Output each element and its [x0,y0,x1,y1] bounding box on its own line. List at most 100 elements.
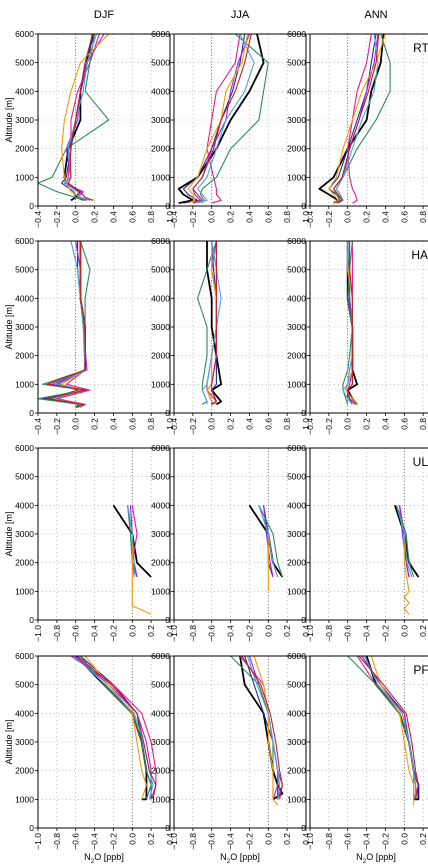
y-tick-label: 3000 [287,737,306,747]
x-tick-label: −0.6 [71,833,81,850]
x-tick-label: 0.8 [282,418,292,430]
profile-line-6 [253,656,279,806]
profiles [112,504,152,615]
x-tick-label: 0.0 [207,211,217,223]
column-title-djf: DJF [94,9,114,21]
y-tick-label: 6000 [287,236,306,246]
y-tick-label: 1000 [287,586,306,596]
y-axis-title: Altitude [m] [4,511,14,556]
y-tick-label: 6000 [15,29,34,39]
x-tick-label: 0.2 [418,625,428,637]
y-tick-label: 4000 [15,708,34,718]
x-tick-label: −1.0 [33,625,43,642]
x-tick-label: 0.4 [108,211,118,223]
x-tick-label: 0.4 [301,625,311,637]
y-tick-label: 6000 [15,651,34,661]
x-tick-label: 0.0 [71,211,81,223]
y-tick-label: 3000 [15,529,34,539]
profiles [342,241,359,405]
y-tick-label: 4000 [151,86,170,96]
x-tick-label: −0.2 [108,625,118,642]
y-tick-label: 4000 [287,708,306,718]
y-tick-label: 6000 [151,443,170,453]
profile-line-6 [403,534,410,615]
y-tick-label: 0 [29,823,34,833]
x-tick-label: 0.2 [418,833,428,845]
profiles [230,656,284,806]
y-tick-label: 0 [165,615,170,625]
y-tick-label: 0 [29,408,34,418]
x-tick-label: −0.6 [207,625,217,642]
site-label: RTA [413,41,428,55]
profile-line-2 [182,34,246,204]
y-tick-label: 5000 [15,265,34,275]
profile-line-8 [192,34,252,204]
y-tick-label: 5000 [15,472,34,482]
profile-line-5 [258,505,283,578]
profile-line-7 [396,505,413,578]
panel-haa-djf: 0 1000 2000 3000 4000 5000 6000 −0.4 −0.2 0.0 0.2 0… [4,236,175,435]
profile-line-7 [335,34,379,204]
x-tick-label: 0.0 [263,625,273,637]
y-tick-label: 4000 [287,86,306,96]
x-tick-label: 0.0 [263,833,273,845]
x-tick-label: 1.0 [165,211,175,223]
panel-ulb-jja: 0 1000 2000 3000 4000 5000 6000 −1.0 −0.8 −0.6 −0.… [151,443,311,642]
x-tick-label: 0.2 [146,625,156,637]
x-tick-label: 0.4 [165,625,175,637]
x-tick-label: −0.6 [71,625,81,642]
plot-area [174,448,306,620]
profile-line-6 [131,534,152,615]
panel-rta-ann: 0 1000 2000 3000 4000 5000 6000 −0.4 −0.2 0.0 0.2 0… [287,29,428,228]
y-tick-label: 2000 [151,558,170,568]
y-axis-title: Altitude [m] [4,304,14,349]
y-tick-label: 6000 [15,236,34,246]
profile-line-6 [84,656,147,800]
x-tick-label: 0.4 [380,418,390,430]
site-label: PFA [413,663,428,677]
x-tick-label: −0.2 [108,833,118,850]
y-tick-label: 2000 [151,351,170,361]
panel-ulb-djf: 0 1000 2000 3000 4000 5000 6000 −1.0 −0.8 −0.6 −0.… [4,443,175,642]
profiles [394,505,420,615]
y-tick-label: 6000 [151,651,170,661]
y-tick-label: 0 [301,823,306,833]
profile-line-6 [61,34,110,201]
y-tick-label: 2000 [287,558,306,568]
y-tick-label: 6000 [151,29,170,39]
x-tick-label: −0.4 [90,625,100,642]
y-axis-title: Altitude [m] [4,97,14,142]
y-tick-label: 3000 [287,529,306,539]
x-tick-label: 0.8 [418,418,428,430]
x-tick-label: 0.6 [127,211,137,223]
y-tick-label: 4000 [15,500,34,510]
y-tick-label: 3000 [287,322,306,332]
x-tick-label: 0.4 [301,833,311,845]
profile-line-6 [187,34,249,204]
profile-line-5 [38,241,91,408]
x-tick-label: −0.8 [324,625,334,642]
profile-line-8 [67,34,94,201]
y-tick-label: 1000 [287,379,306,389]
x-tick-label: 0.8 [282,211,292,223]
x-tick-label: −0.2 [380,833,390,850]
x-axis-title-djf: N2O [ppb] [84,852,124,865]
y-tick-label: 1000 [15,794,34,804]
x-tick-label: −0.8 [52,625,62,642]
plot-area [310,241,428,413]
x-tick-label: 0.2 [226,418,236,430]
x-tick-label: −0.4 [362,833,372,850]
y-tick-label: 0 [165,408,170,418]
y-tick-label: 1000 [15,379,34,389]
profile-line-8 [241,656,283,800]
x-tick-label: −0.2 [324,211,334,228]
panel-haa-jja: 0 1000 2000 3000 4000 5000 6000 −0.4 −0.2 0.0 0.2 0… [151,236,311,435]
profile-line-5 [127,505,135,578]
panel-rta-djf: 0 1000 2000 3000 4000 5000 6000 −0.4 −0.2 0.0 0.2 0… [4,29,175,228]
y-tick-label: 3000 [151,115,170,125]
x-axis-title-ann: N2O [ppb] [356,852,396,865]
x-tick-label: 0.0 [71,418,81,430]
plot-area [174,241,306,413]
x-tick-label: −0.4 [169,211,179,228]
